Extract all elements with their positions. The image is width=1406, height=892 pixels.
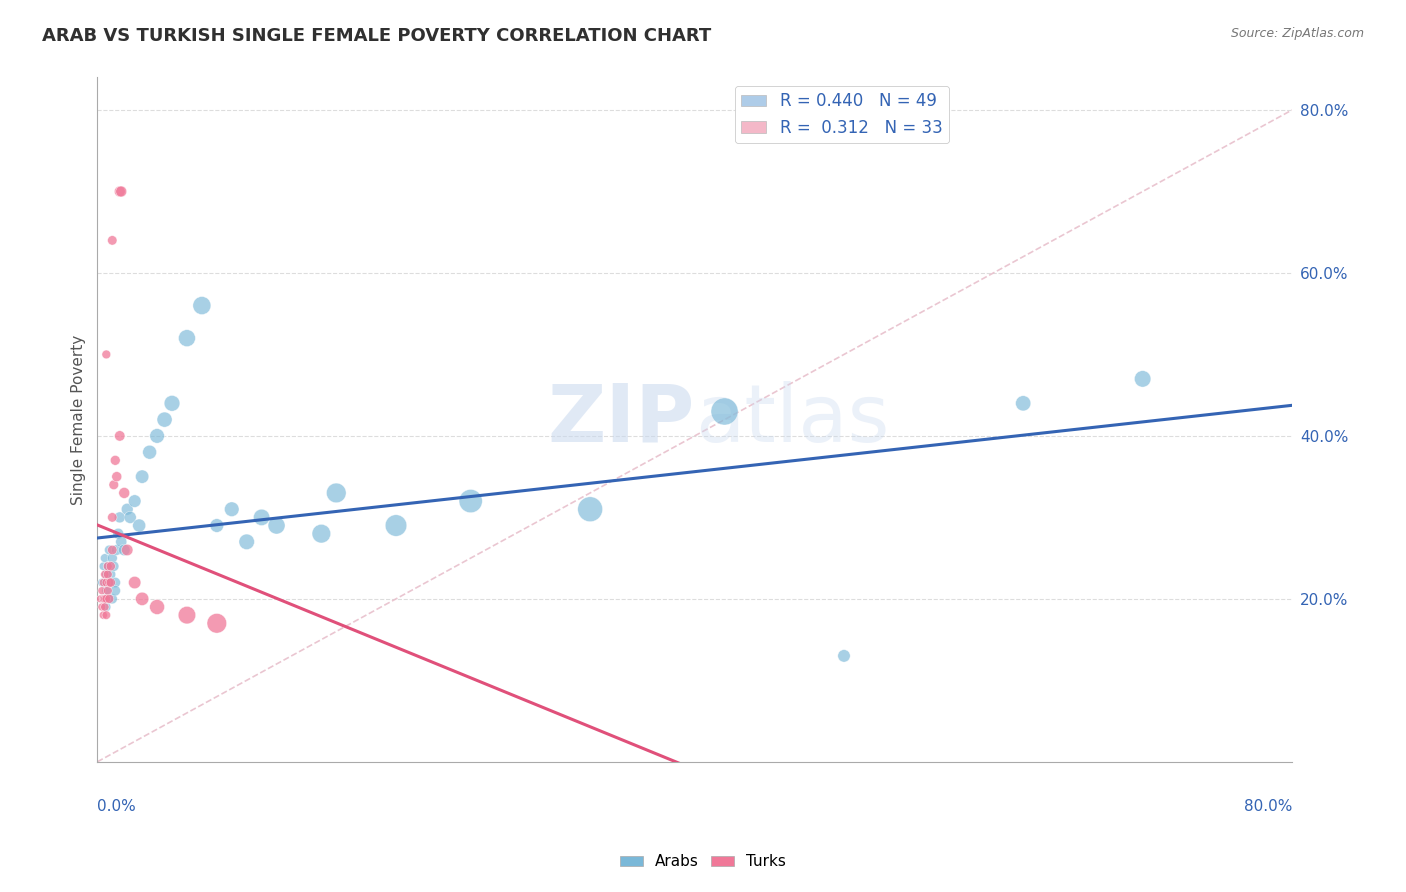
Point [131,469,153,483]
Point [91,591,114,606]
Point [105,543,128,558]
Point [120,510,142,524]
Point [235,534,257,549]
Point [104,453,127,467]
Point [146,429,169,443]
Point [101,510,124,524]
Point [104,575,127,590]
Point [103,559,125,574]
Y-axis label: Single Female Poverty: Single Female Poverty [72,334,86,505]
Point [96,608,118,623]
Point [131,591,153,606]
Point [832,648,855,663]
Point [160,396,183,410]
Point [96,599,118,614]
Point [104,583,127,598]
Point [91,575,114,590]
Point [1132,372,1154,386]
Point [96,583,118,598]
Point [108,510,131,524]
Text: 80.0%: 80.0% [1244,799,1292,814]
Point [94,591,117,606]
Point [221,502,243,516]
Point [128,518,150,533]
Point [191,299,214,313]
Point [153,412,176,426]
Point [115,502,138,516]
Point [98,591,121,606]
Text: 0.0%: 0.0% [97,799,136,814]
Point [108,185,131,199]
Point [713,404,735,418]
Point [250,510,273,524]
Point [97,583,120,598]
Text: ARAB VS TURKISH SINGLE FEMALE POVERTY CORRELATION CHART: ARAB VS TURKISH SINGLE FEMALE POVERTY CO… [42,27,711,45]
Point [110,534,132,549]
Point [94,599,117,614]
Point [97,575,120,590]
Legend: R = 0.440   N = 49, R =  0.312   N = 33: R = 0.440 N = 49, R = 0.312 N = 33 [735,86,949,144]
Point [94,575,117,590]
Point [94,567,117,582]
Point [100,575,122,590]
Point [101,233,124,247]
Point [311,526,333,541]
Point [579,502,602,516]
Point [105,469,128,483]
Point [108,429,131,443]
Point [96,575,118,590]
Point [1012,396,1035,410]
Point [97,559,120,574]
Point [146,599,169,614]
Point [98,575,121,590]
Point [91,591,114,606]
Text: atlas: atlas [695,381,889,458]
Legend: Arabs, Turks: Arabs, Turks [614,848,792,875]
Point [101,551,124,566]
Point [89,591,111,606]
Point [97,567,120,582]
Point [90,575,112,590]
Point [115,543,138,558]
Point [96,567,118,582]
Point [112,543,135,558]
Point [138,445,160,459]
Point [110,185,132,199]
Point [112,486,135,500]
Point [101,543,124,558]
Point [100,559,122,574]
Point [94,551,117,566]
Point [91,559,114,574]
Point [460,494,482,508]
Point [124,494,146,508]
Point [107,526,129,541]
Point [100,567,122,582]
Text: ZIP: ZIP [547,381,695,458]
Point [176,608,198,623]
Point [205,616,228,631]
Point [98,543,121,558]
Point [266,518,288,533]
Point [96,591,118,606]
Point [205,518,228,533]
Point [91,608,114,623]
Point [103,477,125,491]
Point [98,591,121,606]
Point [176,331,198,345]
Text: Source: ZipAtlas.com: Source: ZipAtlas.com [1230,27,1364,40]
Point [124,575,146,590]
Point [325,486,347,500]
Point [100,575,122,590]
Point [385,518,408,533]
Point [97,559,120,574]
Point [96,347,118,361]
Point [90,583,112,598]
Point [90,599,112,614]
Point [101,591,124,606]
